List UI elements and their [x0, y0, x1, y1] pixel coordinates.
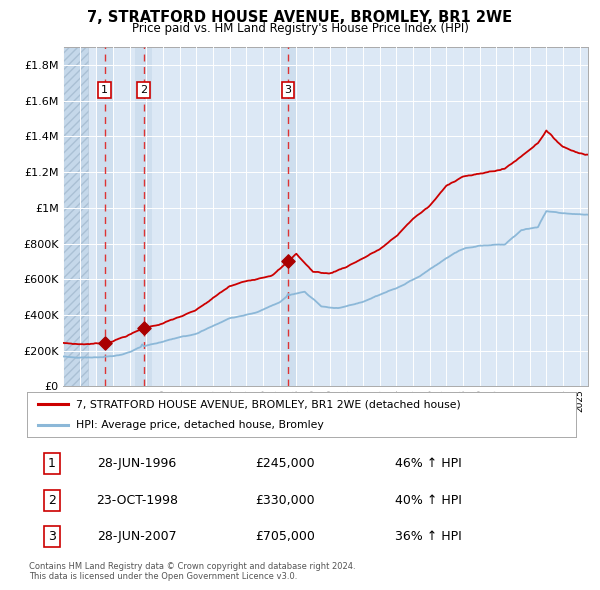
Text: 2: 2 — [140, 85, 147, 95]
Bar — [280, 47, 296, 386]
Text: 46% ↑ HPI: 46% ↑ HPI — [395, 457, 461, 470]
Text: £705,000: £705,000 — [255, 530, 315, 543]
Text: £330,000: £330,000 — [255, 493, 315, 507]
Text: 2: 2 — [48, 493, 56, 507]
Text: 40% ↑ HPI: 40% ↑ HPI — [395, 493, 462, 507]
Text: 3: 3 — [284, 85, 292, 95]
Text: 36% ↑ HPI: 36% ↑ HPI — [395, 530, 461, 543]
Bar — [135, 47, 152, 386]
Bar — [63, 47, 88, 386]
Text: This data is licensed under the Open Government Licence v3.0.: This data is licensed under the Open Gov… — [29, 572, 297, 581]
Text: Price paid vs. HM Land Registry's House Price Index (HPI): Price paid vs. HM Land Registry's House … — [131, 22, 469, 35]
Text: £245,000: £245,000 — [255, 457, 315, 470]
Text: 28-JUN-1996: 28-JUN-1996 — [97, 457, 176, 470]
Text: 7, STRATFORD HOUSE AVENUE, BROMLEY, BR1 2WE: 7, STRATFORD HOUSE AVENUE, BROMLEY, BR1 … — [88, 10, 512, 25]
Text: Contains HM Land Registry data © Crown copyright and database right 2024.: Contains HM Land Registry data © Crown c… — [29, 562, 355, 571]
Point — [139, 323, 148, 332]
Text: 1: 1 — [48, 457, 56, 470]
Bar — [97, 47, 113, 386]
Text: 23-OCT-1998: 23-OCT-1998 — [96, 493, 178, 507]
Text: HPI: Average price, detached house, Bromley: HPI: Average price, detached house, Brom… — [76, 419, 324, 430]
Text: 28-JUN-2007: 28-JUN-2007 — [97, 530, 176, 543]
Point — [283, 256, 293, 266]
Text: 1: 1 — [101, 85, 108, 95]
Bar — [63, 47, 88, 386]
Point — [100, 338, 109, 348]
Text: 3: 3 — [48, 530, 56, 543]
Text: 7, STRATFORD HOUSE AVENUE, BROMLEY, BR1 2WE (detached house): 7, STRATFORD HOUSE AVENUE, BROMLEY, BR1 … — [76, 399, 461, 409]
